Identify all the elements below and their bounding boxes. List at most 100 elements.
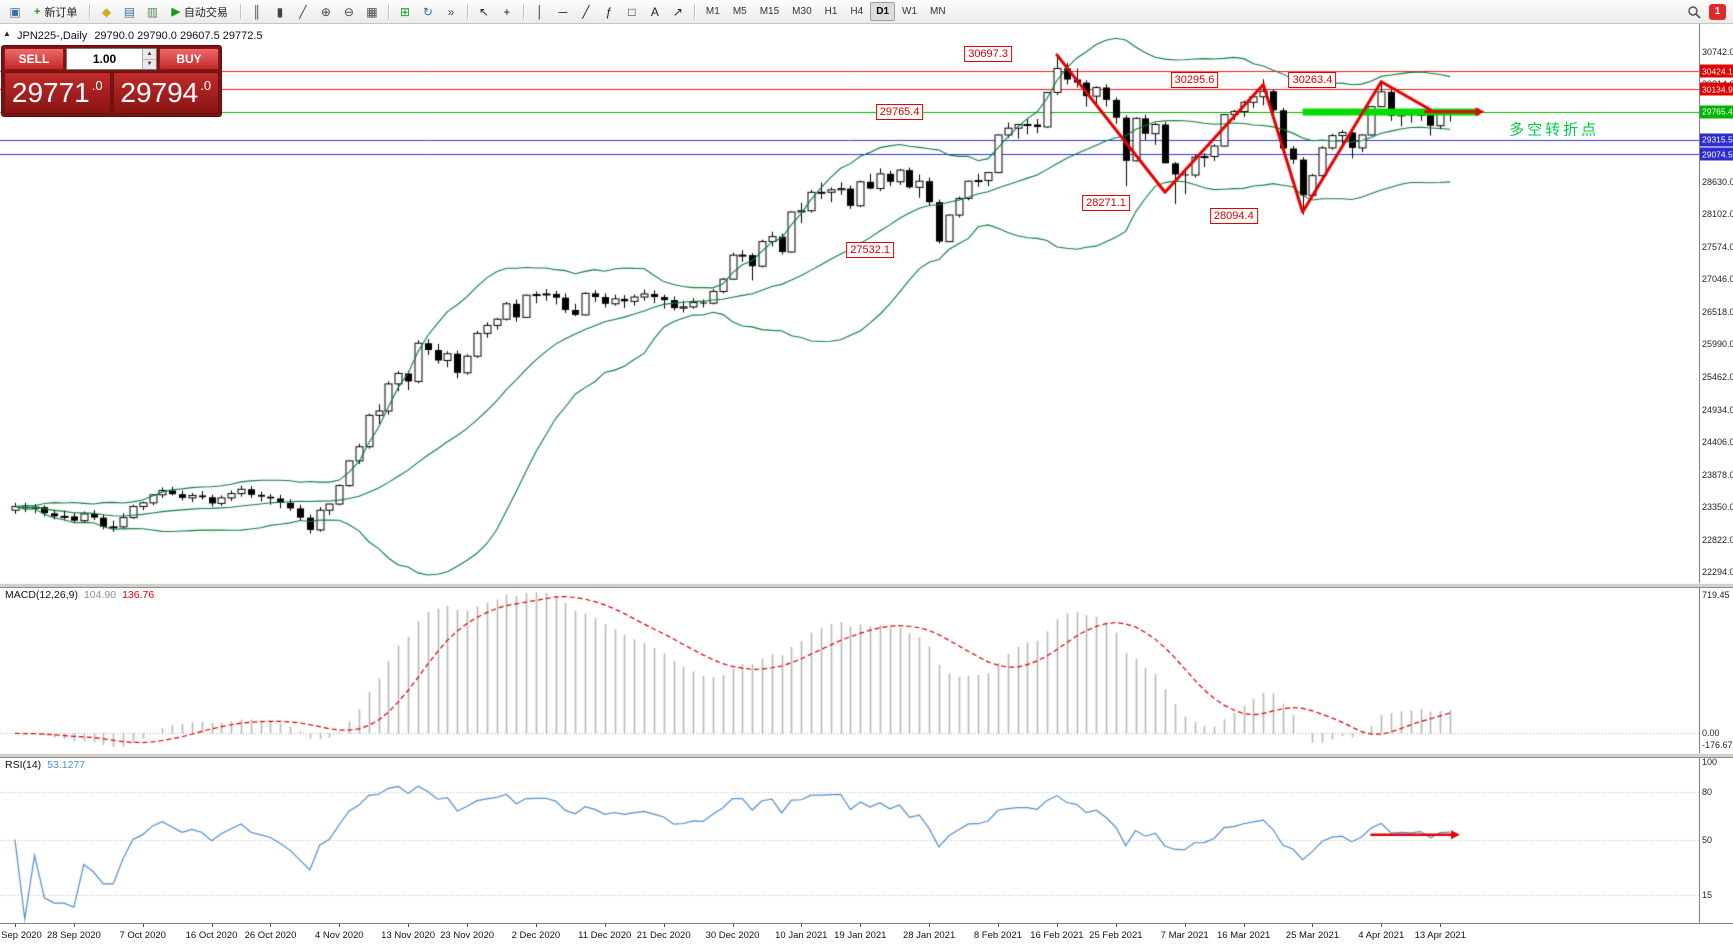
price-annotation[interactable]: 30295.6 xyxy=(1170,71,1219,88)
timeframe-m5[interactable]: M5 xyxy=(732,6,747,17)
autotrading-button[interactable]: ▶ 自动交易 xyxy=(171,6,228,19)
zoom-in-icon[interactable]: ⊕ xyxy=(320,4,331,19)
crosshair-icon[interactable]: + xyxy=(503,4,511,19)
price-tick: 27574.0 xyxy=(1702,241,1733,252)
cycle-icon[interactable]: ↻ xyxy=(422,4,433,19)
rsi-axis-tick: 15 xyxy=(1702,890,1713,901)
volume-down-icon[interactable]: ▼ xyxy=(143,59,156,69)
vertical-line-icon[interactable]: │ xyxy=(536,4,544,19)
data-window-icon[interactable]: ▥ xyxy=(146,4,159,19)
timeframe-m30[interactable]: M30 xyxy=(792,6,812,17)
metaeditor-icon[interactable]: ◆ xyxy=(101,4,112,19)
timeframe-m1[interactable]: M1 xyxy=(705,6,720,17)
buy-price-panel[interactable]: 29794 .0 xyxy=(112,72,219,114)
new-order-button-icon: + xyxy=(34,5,41,18)
price-tick: 28102.0 xyxy=(1702,209,1733,220)
date-tick: 13 Apr 2021 xyxy=(1414,930,1466,941)
tile-windows-icon[interactable]: ▦ xyxy=(366,4,378,19)
date-tick-mark xyxy=(1184,924,1186,927)
cursor-icon[interactable]: ↖ xyxy=(478,4,489,19)
new-order-button[interactable]: + 新订单 xyxy=(34,5,78,19)
chart-shift-icon[interactable]: » xyxy=(447,4,455,19)
search-icon[interactable] xyxy=(1683,1,1705,22)
new-chart-icon[interactable]: ▣ xyxy=(9,4,21,19)
trendline-icon[interactable]: ╱ xyxy=(582,4,590,19)
sell-price-panel[interactable]: 29771 .0 xyxy=(4,72,111,114)
trade-panel-collapse-button[interactable]: ▲ xyxy=(3,29,11,38)
macd-axis-tick: -176.67 xyxy=(1702,740,1733,750)
price-annotation[interactable]: 30263.4 xyxy=(1288,72,1337,89)
macd-panel: MACD(12,26,9) 104.90 136.76 719.45 0.00 -176… xyxy=(0,586,1733,753)
price-annotation[interactable]: 27532.1 xyxy=(846,241,894,258)
rsi-panel: RSI(14) 53.1277 100 80 50 15 xyxy=(0,756,1733,923)
timeframe-d1[interactable]: D1 xyxy=(870,2,896,21)
toolbar-separator xyxy=(466,4,468,19)
date-tick-mark xyxy=(997,924,999,927)
fibonacci-icon[interactable]: ƒ xyxy=(605,4,613,19)
notification-badge[interactable]: 1 xyxy=(1709,3,1726,20)
panel-splitter-1[interactable] xyxy=(0,583,1733,588)
turning-point-annotation[interactable]: 多空转折点 xyxy=(1509,121,1600,139)
date-tick-mark xyxy=(142,924,144,927)
price-annotation[interactable]: 29765.4 xyxy=(875,103,924,120)
price-annotation[interactable]: 28094.4 xyxy=(1209,207,1258,224)
date-tick-mark xyxy=(1243,924,1245,927)
price-tick: 22294.0 xyxy=(1702,567,1733,578)
shapes-icon[interactable]: □ xyxy=(628,4,636,19)
bar-chart-icon[interactable]: ║ xyxy=(252,4,262,19)
toolbar: ▣ + 新订单 ◆ ▤ ▥ ▶ 自动交易 ║ ▮ ╱ ⊕ ⊖ ▦ ⊞ ↻ » ↖ + │ ─ ╱ ƒ □ A ↗ M1 M5 M15 M3… xyxy=(0,0,1733,24)
price-level-badge: 30424.1 xyxy=(1700,64,1733,78)
timeframe-w1[interactable]: W1 xyxy=(902,6,918,17)
candlestick-chart-icon[interactable]: ▮ xyxy=(276,4,284,19)
date-tick: 8 Feb 2021 xyxy=(973,930,1022,941)
timeframe-m15[interactable]: M15 xyxy=(759,6,780,17)
arrows-icon[interactable]: ↗ xyxy=(672,4,683,19)
date-tick-mark xyxy=(801,924,803,927)
date-tick-mark xyxy=(732,924,734,927)
ohlc-values: 29790.0 29790.0 29607.5 29772.5 xyxy=(94,30,263,42)
price-tick: 22822.0 xyxy=(1702,534,1733,545)
rsi-axis[interactable]: 100 80 50 15 xyxy=(1699,756,1733,923)
price-annotation[interactable]: 30697.3 xyxy=(964,46,1012,63)
price-annotation[interactable]: 28271.1 xyxy=(1082,194,1130,211)
zoom-out-icon[interactable]: ⊖ xyxy=(343,4,354,19)
price-axis[interactable]: 30742.030214.028630.028102.027574.027046… xyxy=(1699,24,1733,583)
sell-price: 29771 xyxy=(11,77,90,108)
market-watch-icon[interactable]: ▤ xyxy=(123,4,136,19)
timeframe-h1[interactable]: H1 xyxy=(824,6,838,17)
volume-value: 1.00 xyxy=(92,52,117,66)
volume-up-icon[interactable]: ▲ xyxy=(143,49,156,60)
buy-price-decimal: .0 xyxy=(200,77,212,93)
macd-canvas[interactable] xyxy=(0,586,1699,753)
time-axis[interactable]: 18 Sep 2020 28 Sep 2020 7 Oct 2020 16 Oct 2… xyxy=(0,923,1733,946)
sell-button[interactable]: SELL xyxy=(4,48,64,70)
macd-main-value: 104.90 xyxy=(83,589,117,601)
horizontal-line-icon[interactable]: ─ xyxy=(558,4,568,19)
date-tick-mark xyxy=(211,924,213,927)
volume-stepper[interactable]: 1.00 ▲ ▼ xyxy=(66,48,157,70)
indicators-icon[interactable]: ⊞ xyxy=(399,4,410,19)
date-tick-mark xyxy=(604,924,606,927)
line-chart-icon[interactable]: ╱ xyxy=(299,4,307,19)
date-tick: 19 Jan 2021 xyxy=(834,930,887,941)
price-level-badge: 29315.5 xyxy=(1700,133,1733,147)
sell-price-decimal: .0 xyxy=(91,77,103,93)
price-tick: 24934.0 xyxy=(1702,404,1733,415)
main-chart-canvas[interactable] xyxy=(0,24,1699,583)
buy-button[interactable]: BUY xyxy=(159,48,219,70)
date-tick-mark xyxy=(1056,924,1058,927)
price-tick: 30742.0 xyxy=(1702,46,1733,57)
panel-splitter-2[interactable] xyxy=(0,753,1733,758)
price-tick: 24406.0 xyxy=(1702,437,1733,448)
price-tick: 27046.0 xyxy=(1702,274,1733,285)
toolbar-separator xyxy=(239,4,241,19)
timeframe-h4[interactable]: H4 xyxy=(850,6,864,17)
date-tick-mark xyxy=(73,924,75,927)
date-tick-mark xyxy=(1312,924,1314,927)
timeframe-mn[interactable]: MN xyxy=(930,6,946,17)
rsi-value: 53.1277 xyxy=(47,759,86,771)
date-tick-mark xyxy=(1115,924,1117,927)
macd-axis[interactable]: 719.45 0.00 -176.67 xyxy=(1699,586,1733,753)
rsi-canvas[interactable] xyxy=(0,756,1699,923)
text-icon[interactable]: A xyxy=(650,4,659,19)
